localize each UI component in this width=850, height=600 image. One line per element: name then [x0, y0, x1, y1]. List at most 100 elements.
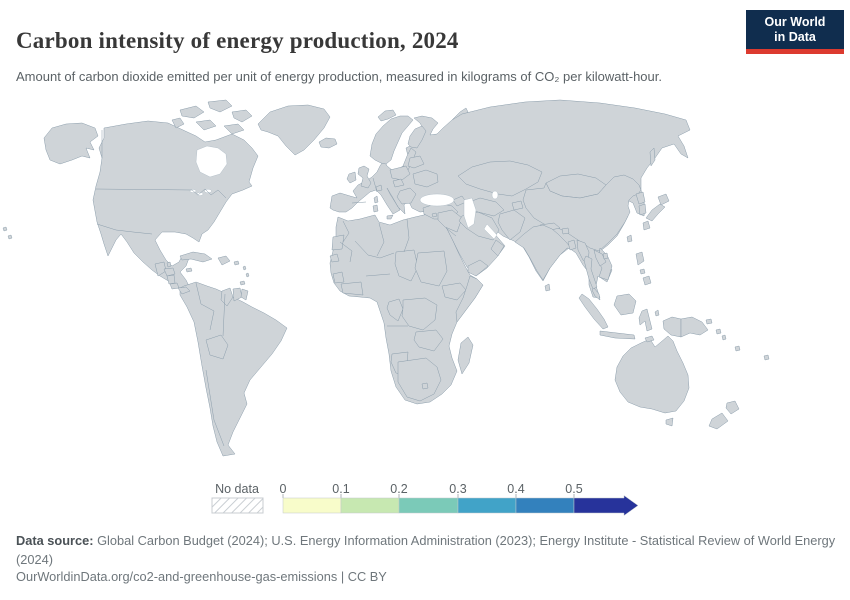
region-philippines[interactable]: [639, 268, 646, 275]
region-suriname[interactable]: [232, 287, 243, 302]
region-western-sahara[interactable]: [331, 234, 345, 251]
region-indonesia-java[interactable]: [599, 330, 636, 340]
region-sicily[interactable]: [386, 214, 394, 220]
owid-logo[interactable]: Our World in Data: [746, 10, 844, 54]
region-papua-new-guinea[interactable]: [680, 316, 709, 338]
region-fiji[interactable]: [763, 354, 770, 361]
region-south-america[interactable]: [179, 281, 288, 457]
region-hawaii[interactable]: [2, 226, 8, 232]
region-north-america[interactable]: [92, 120, 259, 295]
region-indonesia-west-new-guinea[interactable]: [662, 316, 682, 338]
region-taiwan[interactable]: [626, 234, 633, 243]
region-ghana-ivory-coast[interactable]: [340, 281, 364, 296]
region-arctic-islands[interactable]: [195, 119, 217, 131]
region-panama[interactable]: [177, 286, 191, 295]
region-belize[interactable]: [166, 261, 172, 268]
region-finland[interactable]: [407, 125, 427, 149]
region-malaysia[interactable]: [591, 287, 601, 301]
region-lesser-antilles[interactable]: [242, 265, 247, 271]
region-south-africa-botswana[interactable]: [397, 357, 442, 402]
region-poland[interactable]: [389, 165, 411, 181]
region-cuba[interactable]: [179, 251, 213, 263]
region-indonesia-sulawesi[interactable]: [638, 308, 653, 332]
region-trinidad[interactable]: [239, 280, 246, 286]
region-australia[interactable]: [614, 335, 690, 414]
region-yemen[interactable]: [467, 259, 489, 277]
region-jamaica[interactable]: [185, 267, 193, 273]
region-congo[interactable]: [386, 298, 404, 322]
region-chad[interactable]: [394, 249, 419, 282]
region-french-guiana[interactable]: [240, 288, 249, 301]
region-czech-hungary[interactable]: [392, 178, 405, 188]
footer-license-link[interactable]: OurWorldinData.org/co2-and-greenhouse-ga…: [16, 569, 387, 584]
region-indonesia-sumatra[interactable]: [578, 293, 609, 330]
region-belarus[interactable]: [407, 155, 425, 169]
region-indonesia-borneo[interactable]: [613, 293, 637, 316]
region-ethiopia[interactable]: [441, 282, 467, 301]
region-zambia-zimbabwe[interactable]: [413, 329, 444, 352]
region-sakhalin[interactable]: [649, 147, 656, 167]
region-nicaragua[interactable]: [166, 274, 176, 285]
region-puerto-rico[interactable]: [233, 260, 240, 266]
region-north-korea[interactable]: [635, 191, 646, 205]
no-data-swatch[interactable]: [211, 497, 264, 514]
region-arctic-islands[interactable]: [223, 123, 245, 135]
region-senegal[interactable]: [329, 253, 340, 263]
region-new-zealand[interactable]: [708, 412, 729, 430]
region-philippines[interactable]: [635, 251, 645, 266]
region-new-zealand[interactable]: [725, 400, 740, 415]
legend-swatch-2[interactable]: [398, 497, 459, 514]
region-oman[interactable]: [490, 239, 505, 257]
region-uk[interactable]: [357, 165, 372, 189]
region-laos[interactable]: [593, 249, 607, 267]
region-india[interactable]: [514, 224, 573, 281]
region-south-korea[interactable]: [638, 203, 647, 216]
legend-swatch-4[interactable]: [515, 497, 575, 514]
region-arctic-islands[interactable]: [179, 105, 205, 119]
region-alaska[interactable]: [43, 122, 99, 165]
legend-swatch-3[interactable]: [457, 497, 517, 514]
region-bolivia[interactable]: [205, 334, 229, 360]
region-arctic-islands[interactable]: [171, 117, 185, 129]
region-guinea[interactable]: [332, 271, 345, 284]
region-hispaniola[interactable]: [217, 255, 231, 266]
region-madagascar[interactable]: [457, 336, 474, 375]
region-kazakhstan[interactable]: [457, 160, 543, 197]
region-switzerland[interactable]: [375, 184, 383, 192]
region-japan-hokkaido[interactable]: [657, 193, 670, 206]
legend-swatch-1[interactable]: [340, 497, 400, 514]
region-solomon-islands[interactable]: [715, 328, 722, 335]
region-kyrgyzstan[interactable]: [511, 200, 524, 211]
region-arctic-islands[interactable]: [207, 99, 233, 113]
region-lesotho[interactable]: [421, 382, 429, 390]
region-svalbard[interactable]: [377, 109, 397, 122]
region-tasmania[interactable]: [665, 417, 674, 427]
legend-swatch-5-arrow[interactable]: [573, 495, 639, 516]
region-arctic-islands[interactable]: [231, 109, 253, 123]
region-cyprus[interactable]: [431, 212, 438, 218]
region-greenland[interactable]: [257, 104, 331, 156]
region-somalia[interactable]: [455, 275, 484, 323]
region-norway-sweden[interactable]: [369, 115, 414, 165]
region-guyana[interactable]: [220, 287, 234, 307]
region-bangladesh[interactable]: [567, 239, 577, 251]
region-corsica[interactable]: [373, 195, 379, 204]
region-drc[interactable]: [401, 297, 438, 331]
region-hainan[interactable]: [602, 252, 609, 260]
region-afghanistan-pakistan[interactable]: [497, 209, 526, 241]
region-lesser-antilles[interactable]: [245, 272, 250, 278]
region-vanuatu[interactable]: [721, 334, 727, 341]
region-japan-kyushu[interactable]: [642, 220, 651, 231]
region-honduras[interactable]: [163, 267, 176, 277]
region-bhutan[interactable]: [561, 227, 570, 235]
region-ukraine[interactable]: [412, 169, 439, 188]
region-syria-iraq[interactable]: [437, 209, 463, 233]
region-sudan[interactable]: [414, 250, 448, 287]
region-new-britain[interactable]: [705, 318, 713, 325]
region-japan-honshu[interactable]: [645, 203, 666, 222]
region-sardinia[interactable]: [372, 204, 379, 213]
region-indonesia-moluccas[interactable]: [654, 309, 660, 317]
region-balkans[interactable]: [396, 187, 417, 205]
world-choropleth-map[interactable]: [0, 90, 850, 480]
region-iceland[interactable]: [318, 137, 338, 149]
